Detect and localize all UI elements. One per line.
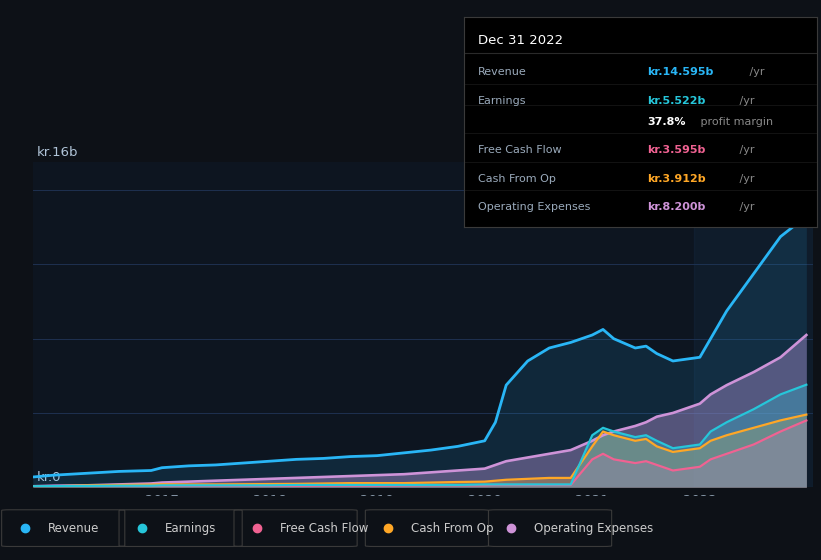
Text: /yr: /yr	[736, 145, 754, 155]
Bar	[695, 162, 813, 487]
Text: kr.3.595b: kr.3.595b	[648, 145, 706, 155]
Text: kr.16b: kr.16b	[37, 146, 78, 159]
Text: /yr: /yr	[736, 202, 754, 212]
Text: 37.8%: 37.8%	[648, 117, 686, 127]
Text: /yr: /yr	[736, 96, 754, 106]
Text: Earnings: Earnings	[478, 96, 526, 106]
Text: Earnings: Earnings	[165, 521, 217, 535]
Text: Revenue: Revenue	[48, 521, 99, 535]
Text: kr.8.200b: kr.8.200b	[648, 202, 706, 212]
Text: kr.0: kr.0	[37, 471, 62, 484]
Text: Operating Expenses: Operating Expenses	[478, 202, 590, 212]
Text: Free Cash Flow: Free Cash Flow	[280, 521, 369, 535]
Text: kr.14.595b: kr.14.595b	[648, 67, 713, 77]
Text: Revenue: Revenue	[478, 67, 527, 77]
Text: profit margin: profit margin	[697, 117, 773, 127]
Text: Dec 31 2022: Dec 31 2022	[478, 34, 563, 46]
Text: /yr: /yr	[746, 67, 765, 77]
Text: kr.3.912b: kr.3.912b	[648, 174, 706, 184]
Text: Free Cash Flow: Free Cash Flow	[478, 145, 562, 155]
Text: Cash From Op: Cash From Op	[411, 521, 493, 535]
Text: kr.5.522b: kr.5.522b	[648, 96, 706, 106]
Text: Operating Expenses: Operating Expenses	[534, 521, 654, 535]
Text: Cash From Op: Cash From Op	[478, 174, 556, 184]
Text: /yr: /yr	[736, 174, 754, 184]
